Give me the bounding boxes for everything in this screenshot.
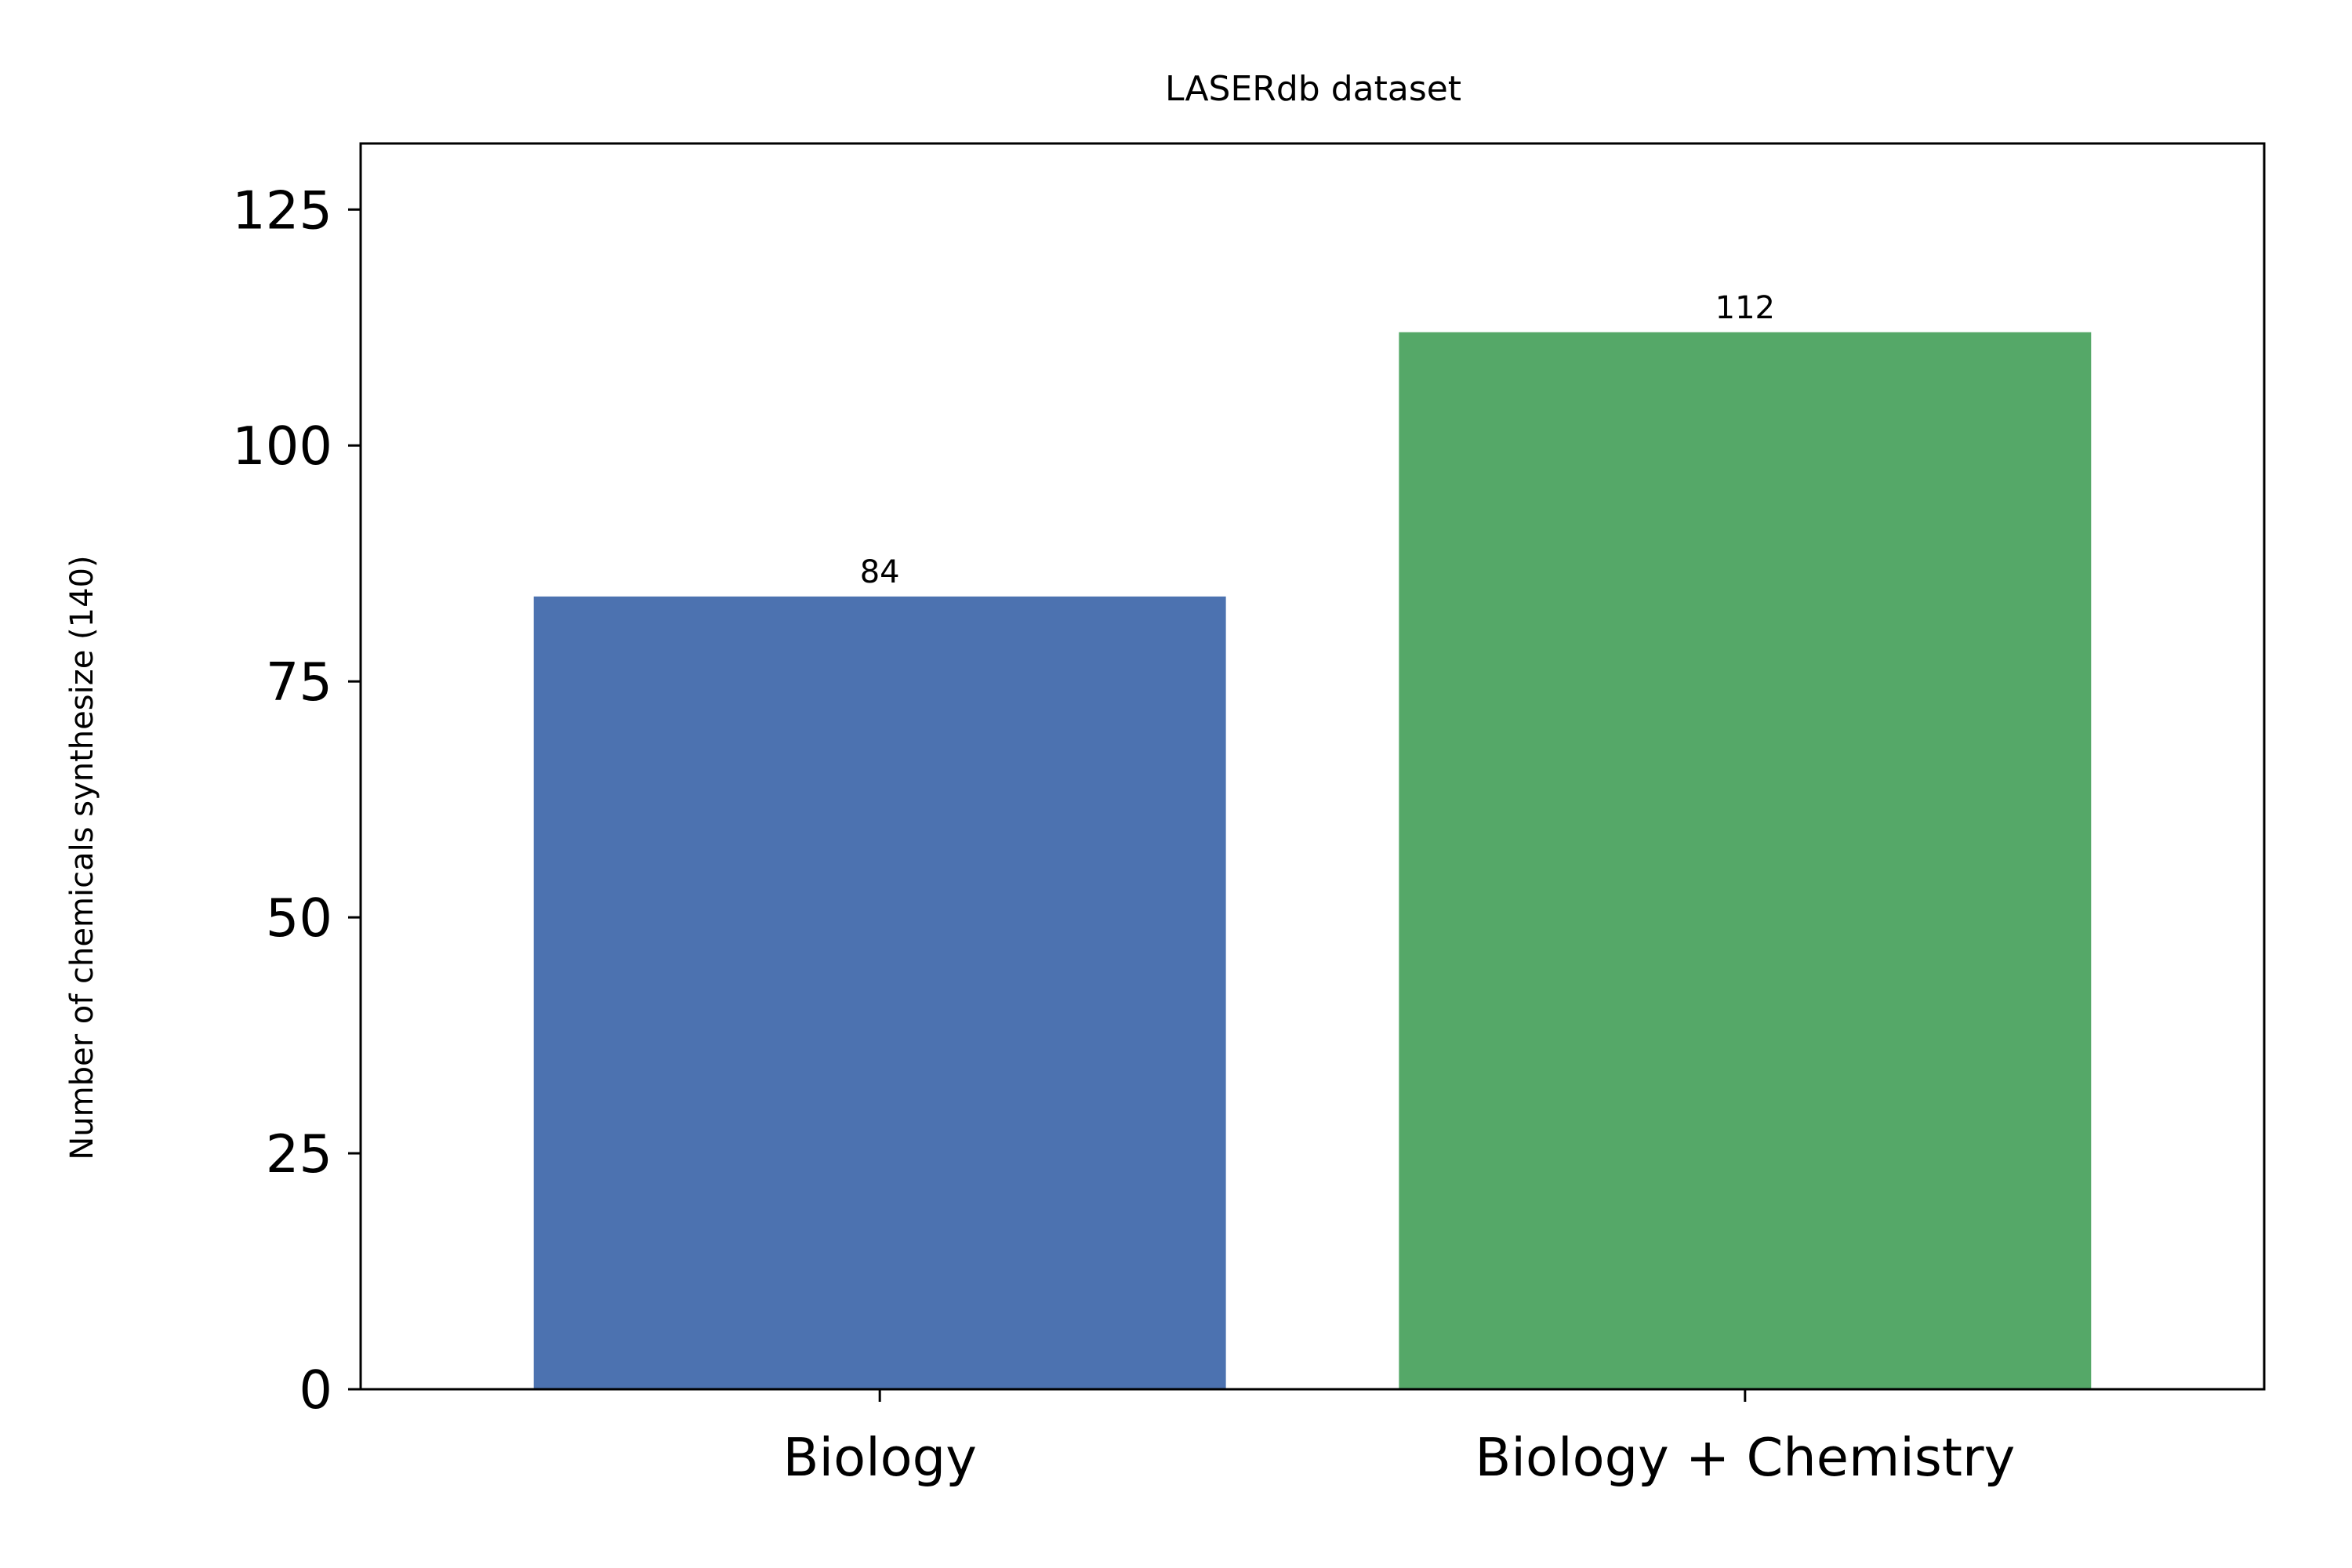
plot-frame	[359, 142, 2266, 1391]
chart-title: LASERdb dataset	[1165, 69, 1461, 109]
y-tick-label: 25	[266, 1123, 332, 1185]
x-tick-label: Biology + Chemistry	[1475, 1427, 2015, 1488]
bar-biology	[533, 596, 1226, 1389]
y-tick-label: 125	[232, 180, 332, 241]
y-tick-label: 100	[232, 416, 332, 477]
bar-biology-chemistry	[1399, 332, 2092, 1389]
plot-area: 84 Biology 112 Biology + Chemistry 0 25 50 75 10…	[232, 142, 2266, 1488]
y-tick-label: 75	[266, 652, 332, 713]
x-tick-label: Biology	[783, 1427, 977, 1488]
y-tick-label: 50	[266, 887, 332, 949]
bar-value-label: 84	[860, 554, 900, 590]
y-tick-label: 0	[299, 1359, 332, 1421]
bar-value-label: 112	[1715, 290, 1775, 326]
y-axis-label: Number of chemicals synthesize (140)	[64, 555, 100, 1160]
